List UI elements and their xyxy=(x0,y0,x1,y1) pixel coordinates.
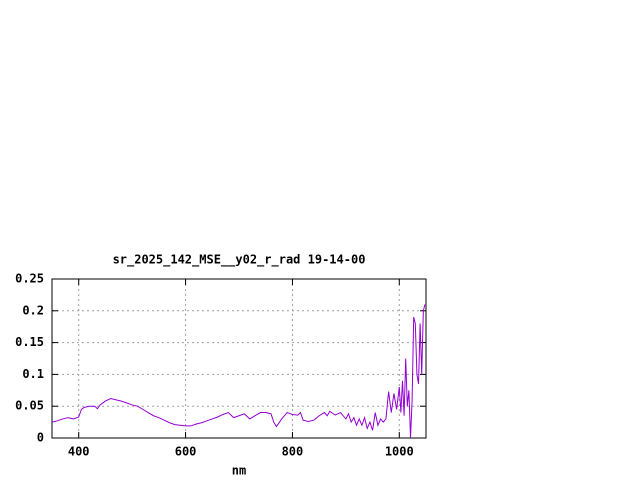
x-tick-label: 1000 xyxy=(385,445,414,459)
plot-frame xyxy=(51,278,427,439)
y-tick-label: 0 xyxy=(37,431,44,445)
data-line xyxy=(51,304,426,439)
y-tick-label: 0.15 xyxy=(15,335,44,349)
x-tick-label: 600 xyxy=(175,445,197,459)
x-axis-label: nm xyxy=(232,464,246,478)
y-tick-label: 0.25 xyxy=(15,272,44,286)
x-tick-label: 800 xyxy=(282,445,304,459)
chart-title: sr_2025_142_MSE__y02_r_rad 19-14-00 xyxy=(113,253,366,268)
y-tick-label: 0.05 xyxy=(15,399,44,413)
x-tick-label: 400 xyxy=(68,445,90,459)
y-tick-label: 0.1 xyxy=(22,367,44,381)
y-tick-label: 0.2 xyxy=(22,303,44,317)
